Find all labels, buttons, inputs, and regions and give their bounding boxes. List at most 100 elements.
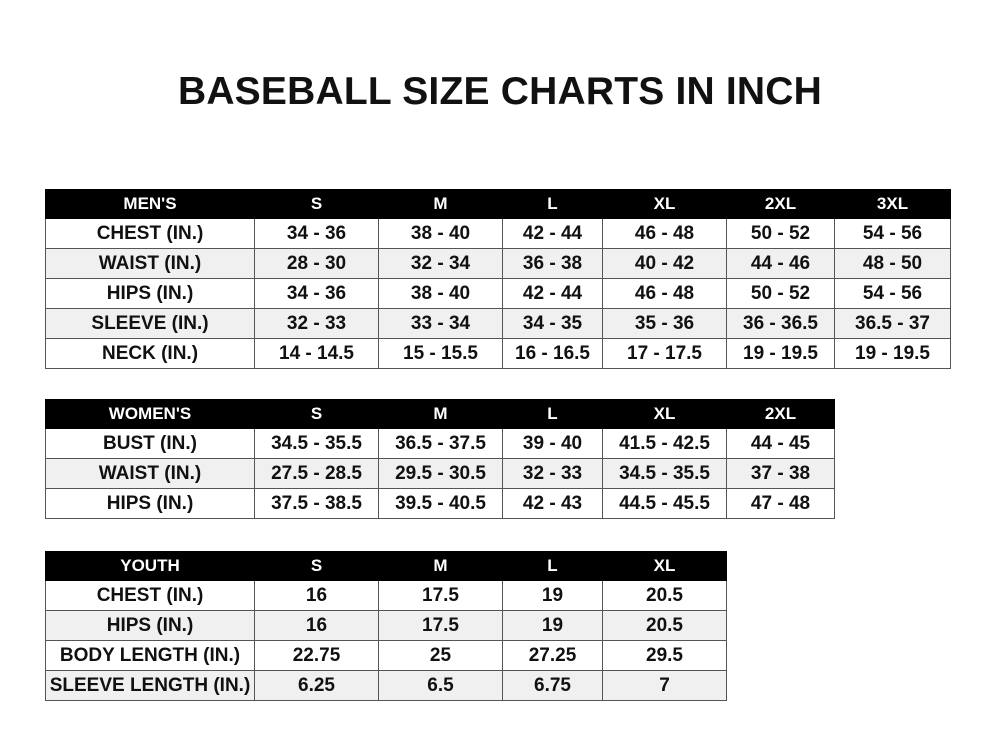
size-value: 34 - 36	[254, 218, 379, 249]
size-value: 19	[502, 610, 603, 641]
size-value: 17 - 17.5	[602, 338, 727, 369]
size-value: 32 - 33	[254, 308, 379, 339]
youth-size-table: YOUTH S M L XL CHEST (IN.) 16 17.5 19 20.5 HIPS (I…	[45, 551, 727, 701]
size-value: 32 - 34	[378, 248, 503, 279]
size-value: 36.5 - 37	[834, 308, 951, 339]
size-value: 37.5 - 38.5	[254, 488, 379, 519]
table-row: CHEST (IN.) 34 - 36 38 - 40 42 - 44 46 - 48 5…	[45, 218, 951, 249]
size-header: S	[254, 399, 379, 429]
size-value: 32 - 33	[502, 458, 603, 489]
size-header: 2XL	[726, 399, 835, 429]
size-value: 37 - 38	[726, 458, 835, 489]
size-value: 25	[378, 640, 503, 671]
size-value: 54 - 56	[834, 278, 951, 309]
size-value: 50 - 52	[726, 218, 835, 249]
size-header: M	[378, 399, 503, 429]
size-value: 34 - 36	[254, 278, 379, 309]
size-value: 36 - 36.5	[726, 308, 835, 339]
size-value: 17.5	[378, 580, 503, 611]
measurement-label: HIPS (IN.)	[45, 610, 255, 641]
size-value: 17.5	[378, 610, 503, 641]
header-row: YOUTH S M L XL	[45, 551, 727, 581]
size-header: XL	[602, 189, 727, 219]
measurement-label: HIPS (IN.)	[45, 278, 255, 309]
size-value: 29.5 - 30.5	[378, 458, 503, 489]
size-header: 2XL	[726, 189, 835, 219]
size-value: 46 - 48	[602, 218, 727, 249]
size-value: 44 - 45	[726, 428, 835, 459]
size-header: L	[502, 551, 603, 581]
category-header: WOMEN'S	[45, 399, 255, 429]
size-value: 44.5 - 45.5	[602, 488, 727, 519]
size-value: 39 - 40	[502, 428, 603, 459]
size-header: 3XL	[834, 189, 951, 219]
size-value: 28 - 30	[254, 248, 379, 279]
table-row: BUST (IN.) 34.5 - 35.5 36.5 - 37.5 39 - 40 4…	[45, 428, 835, 459]
size-value: 48 - 50	[834, 248, 951, 279]
size-value: 19 - 19.5	[834, 338, 951, 369]
size-value: 16	[254, 580, 379, 611]
size-value: 27.5 - 28.5	[254, 458, 379, 489]
womens-size-table: WOMEN'S S M L XL 2XL BUST (IN.) 34.5 - 35.5 36.5…	[45, 399, 835, 519]
size-value: 14 - 14.5	[254, 338, 379, 369]
measurement-label: SLEEVE (IN.)	[45, 308, 255, 339]
table-row: SLEEVE (IN.) 32 - 33 33 - 34 34 - 35 35 - 36…	[45, 308, 951, 339]
table-row: WAIST (IN.) 27.5 - 28.5 29.5 - 30.5 32 - 33…	[45, 458, 835, 489]
size-value: 36 - 38	[502, 248, 603, 279]
size-value: 38 - 40	[378, 278, 503, 309]
size-value: 47 - 48	[726, 488, 835, 519]
size-value: 50 - 52	[726, 278, 835, 309]
measurement-label: BODY LENGTH (IN.)	[45, 640, 255, 671]
size-value: 22.75	[254, 640, 379, 671]
size-value: 35 - 36	[602, 308, 727, 339]
size-header: M	[378, 551, 503, 581]
size-value: 40 - 42	[602, 248, 727, 279]
size-value: 20.5	[602, 610, 727, 641]
size-value: 41.5 - 42.5	[602, 428, 727, 459]
category-header: MEN'S	[45, 189, 255, 219]
size-header: S	[254, 551, 379, 581]
size-header: M	[378, 189, 503, 219]
measurement-label: WAIST (IN.)	[45, 458, 255, 489]
table-row: BODY LENGTH (IN.) 22.75 25 27.25 29.5	[45, 640, 727, 671]
size-value: 38 - 40	[378, 218, 503, 249]
header-row: MEN'S S M L XL 2XL 3XL	[45, 189, 951, 219]
size-value: 34.5 - 35.5	[254, 428, 379, 459]
measurement-label: SLEEVE LENGTH (IN.)	[45, 670, 255, 701]
size-value: 15 - 15.5	[378, 338, 503, 369]
size-value: 16	[254, 610, 379, 641]
size-value: 46 - 48	[602, 278, 727, 309]
size-value: 19	[502, 580, 603, 611]
size-header: S	[254, 189, 379, 219]
size-value: 36.5 - 37.5	[378, 428, 503, 459]
size-value: 20.5	[602, 580, 727, 611]
measurement-label: CHEST (IN.)	[45, 580, 255, 611]
table-row: SLEEVE LENGTH (IN.) 6.25 6.5 6.75 7	[45, 670, 727, 701]
size-value: 39.5 - 40.5	[378, 488, 503, 519]
measurement-label: HIPS (IN.)	[45, 488, 255, 519]
size-value: 6.75	[502, 670, 603, 701]
size-value: 6.5	[378, 670, 503, 701]
page-title: BASEBALL SIZE CHARTS IN INCH	[177, 70, 823, 113]
size-value: 16 - 16.5	[502, 338, 603, 369]
size-header: L	[502, 399, 603, 429]
size-value: 34.5 - 35.5	[602, 458, 727, 489]
measurement-label: BUST (IN.)	[45, 428, 255, 459]
size-header: XL	[602, 399, 727, 429]
measurement-label: CHEST (IN.)	[45, 218, 255, 249]
size-value: 34 - 35	[502, 308, 603, 339]
table-row: HIPS (IN.) 16 17.5 19 20.5	[45, 610, 727, 641]
size-value: 27.25	[502, 640, 603, 671]
category-header: YOUTH	[45, 551, 255, 581]
table-row: NECK (IN.) 14 - 14.5 15 - 15.5 16 - 16.5 17 …	[45, 338, 951, 369]
measurement-label: NECK (IN.)	[45, 338, 255, 369]
size-header: XL	[602, 551, 727, 581]
size-value: 19 - 19.5	[726, 338, 835, 369]
size-value: 6.25	[254, 670, 379, 701]
size-value: 42 - 43	[502, 488, 603, 519]
size-header: L	[502, 189, 603, 219]
measurement-label: WAIST (IN.)	[45, 248, 255, 279]
size-value: 42 - 44	[502, 218, 603, 249]
size-value: 54 - 56	[834, 218, 951, 249]
size-value: 29.5	[602, 640, 727, 671]
